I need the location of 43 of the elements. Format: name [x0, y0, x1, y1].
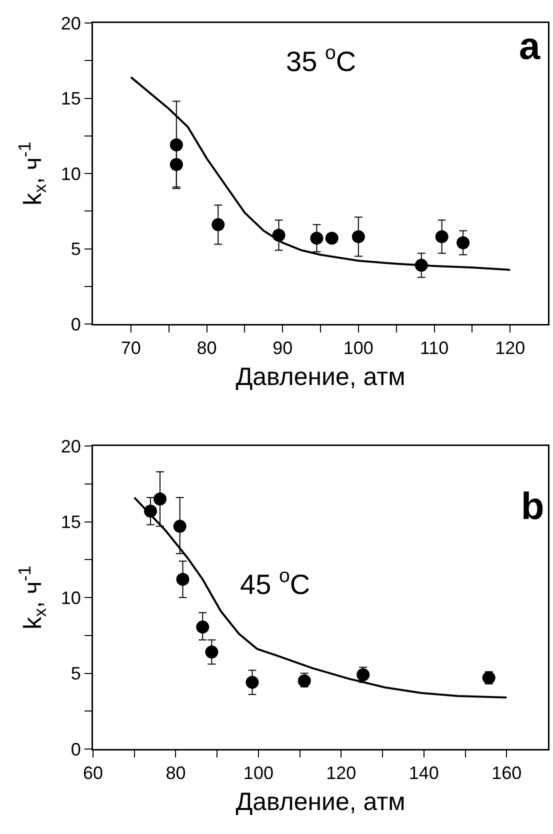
point: [456, 236, 470, 250]
line-series: [130, 76, 512, 271]
y-tick-label: 0: [70, 739, 81, 760]
x-tick-label: 140: [408, 763, 439, 784]
x-tick-label: 60: [82, 763, 104, 784]
point: [310, 232, 324, 245]
point: [325, 232, 338, 245]
point: [170, 158, 183, 171]
y-tick-label: 15: [60, 512, 81, 532]
point: [246, 676, 259, 689]
point: [435, 230, 448, 244]
y-tick-label: 10: [60, 164, 81, 184]
x-tick-label: 120: [326, 763, 356, 784]
point: [196, 620, 210, 634]
point: [176, 572, 190, 586]
y-tick-label: 20: [60, 13, 81, 34]
annotation: 35 $^{o}$C: [286, 42, 356, 77]
point: [154, 492, 167, 506]
y-tick-label: 15: [60, 88, 81, 109]
x-tick-label: 80: [196, 338, 217, 358]
x-tick-label: 80: [166, 763, 186, 784]
x-axis-title: Давление, атм: [236, 788, 406, 816]
x-tick-label: 70: [120, 338, 141, 358]
y-tick-label: 5: [70, 664, 81, 684]
y-tick-label: 10: [60, 588, 81, 608]
point: [212, 218, 225, 232]
x-tick-label: 100: [243, 763, 274, 784]
x-tick-label: 120: [495, 338, 526, 358]
y-tick-label: 20: [60, 436, 81, 456]
point: [173, 520, 186, 533]
point: [205, 646, 218, 659]
x-tick-label: 100: [343, 338, 374, 358]
x-tick-label: 110: [420, 338, 449, 358]
x-axis-title: Давление, атм: [236, 362, 406, 391]
annotation: b: [521, 486, 544, 528]
annotation: a: [519, 26, 541, 68]
point: [352, 230, 365, 244]
y-tick-label: 5: [70, 239, 81, 260]
point: [170, 138, 183, 152]
x-tick-label: 160: [492, 763, 522, 784]
x-tick-label: 90: [272, 338, 293, 358]
y-tick-label: 0: [70, 314, 81, 334]
annotation: 45 $^{o}$C: [240, 565, 310, 600]
